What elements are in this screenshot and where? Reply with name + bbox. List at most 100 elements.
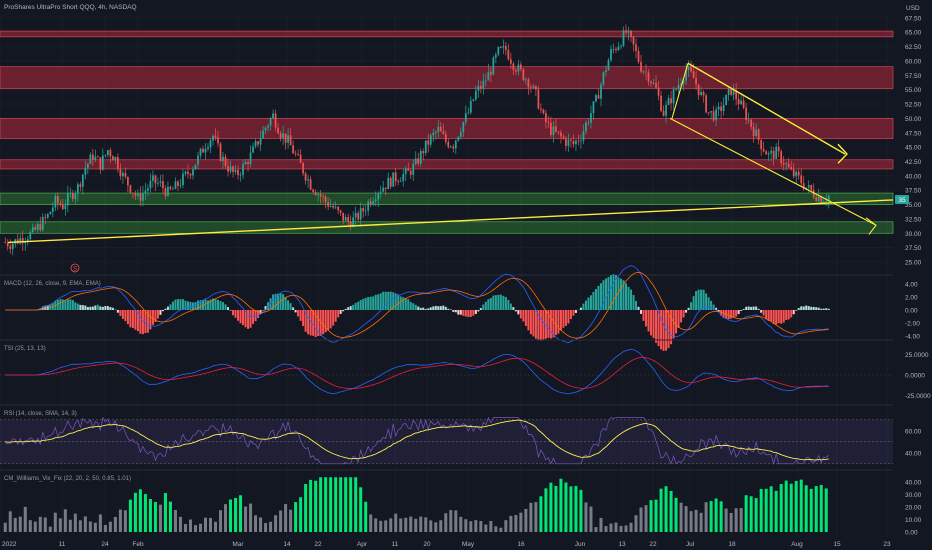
macd-histogram-bar xyxy=(146,310,149,333)
candle-body xyxy=(454,140,457,149)
candle-body xyxy=(104,154,107,156)
candle-body xyxy=(354,213,357,218)
macd-histogram-bar xyxy=(312,310,315,336)
candle-body xyxy=(722,104,725,111)
rsi-title: RSI (14, close, SMA, 14, 3) xyxy=(4,411,77,417)
macd-pane[interactable]: 4.00 2.00 0.00 -2.00 -4.00 xyxy=(0,265,920,351)
price-axis[interactable]: 67.50 65.00 62.50 60.00 57.50 55.00 52.50 50.00… xyxy=(905,15,922,266)
rsi-pane[interactable]: 60.00 40.00 xyxy=(0,404,922,465)
candle-body xyxy=(680,83,682,85)
wvf-bar xyxy=(609,523,613,532)
candle-body xyxy=(507,49,510,60)
candle-body xyxy=(352,217,355,227)
macd-histogram-bar xyxy=(247,310,250,329)
candle-body xyxy=(527,79,530,88)
macd-histogram-bar xyxy=(582,303,585,310)
wvf-bar xyxy=(459,516,463,532)
wvf-bar xyxy=(309,479,313,532)
candle-body xyxy=(91,154,94,161)
wvf-bar xyxy=(774,490,778,532)
candle-body xyxy=(807,185,810,188)
macd-histogram-bar xyxy=(217,299,220,310)
macd-histogram-bar xyxy=(156,310,159,319)
candle-body xyxy=(482,80,485,89)
candle-body xyxy=(517,64,520,72)
wvf-pane[interactable]: 40.00 30.00 20.00 10.00 0.00 xyxy=(0,469,922,537)
candle-body xyxy=(437,126,440,132)
event-badge[interactable]: S xyxy=(70,263,80,273)
wvf-bar xyxy=(559,478,563,532)
macd-histogram-bar xyxy=(91,306,94,310)
macd-histogram-bar xyxy=(176,299,179,310)
candle-body xyxy=(730,88,733,95)
macd-histogram-bar xyxy=(547,310,550,338)
wvf-bar xyxy=(469,521,473,532)
candle-body xyxy=(745,107,748,120)
candle-body xyxy=(459,132,462,137)
candle-body xyxy=(612,48,615,50)
tsi-pane[interactable]: 25.0000 0.0000 -25.0000 xyxy=(0,339,931,400)
time-tick-label: Mar xyxy=(232,541,244,548)
candle-body xyxy=(462,122,465,133)
candle-body xyxy=(39,224,42,230)
candle-body xyxy=(665,104,667,116)
candle-body xyxy=(252,146,254,153)
candle-body xyxy=(202,148,204,153)
candle-body xyxy=(34,227,37,230)
candle-body xyxy=(284,133,287,143)
macd-histogram-bar xyxy=(154,310,157,323)
macd-histogram-bar xyxy=(199,300,202,310)
macd-histogram-bar xyxy=(64,300,67,310)
candle-body xyxy=(525,79,527,81)
macd-histogram-bar xyxy=(695,291,698,310)
wvf-bar xyxy=(168,501,172,532)
rising-support-trendline xyxy=(7,199,894,244)
candlestick-series[interactable] xyxy=(4,24,830,256)
wvf-bar xyxy=(304,484,308,532)
wvf-bar xyxy=(274,515,278,532)
macd-histogram-bar xyxy=(139,310,142,334)
candle-body xyxy=(187,171,189,175)
wvf-bar xyxy=(439,520,443,532)
macd-histogram-bar xyxy=(579,307,582,310)
macd-histogram-bar xyxy=(517,310,520,315)
candle-body xyxy=(179,184,182,186)
wvf-bar xyxy=(409,516,413,532)
macd-histogram-bar xyxy=(544,310,547,339)
candle-body xyxy=(304,173,307,181)
wvf-bar xyxy=(329,477,333,532)
macd-histogram-bar xyxy=(767,310,770,321)
macd-histogram-bar xyxy=(337,310,340,318)
macd-histogram-bar xyxy=(237,310,240,321)
time-axis[interactable]: 2022 11 24 Feb Mar 14 22 Apr 11 20 May 16 Jun 13 22 Jul… xyxy=(2,541,891,548)
candle-body xyxy=(597,95,600,99)
macd-signal-line xyxy=(5,271,829,339)
candle-body xyxy=(327,202,330,207)
time-tick-label: 22 xyxy=(649,541,657,548)
wvf-bar xyxy=(799,479,803,532)
candle-body xyxy=(96,156,99,158)
macd-histogram-bar xyxy=(527,310,530,331)
macd-histogram-bar xyxy=(56,299,59,310)
candle-body xyxy=(817,196,820,202)
candle-body xyxy=(467,112,470,114)
macd-histogram-bar xyxy=(329,310,332,329)
macd-histogram-bar xyxy=(327,310,330,331)
price-badge[interactable]: 35 xyxy=(895,195,909,204)
candle-body xyxy=(662,110,665,116)
candle-body xyxy=(434,131,437,134)
candle-body xyxy=(655,82,657,88)
macd-histogram-bar xyxy=(314,310,317,338)
wvf-bar xyxy=(529,502,533,532)
macd-histogram-bar xyxy=(101,306,104,310)
wvf-bar xyxy=(123,510,127,532)
macd-histogram-bar xyxy=(584,300,587,310)
wvf-bar xyxy=(249,503,253,532)
macd-histogram-bar xyxy=(309,310,312,336)
macd-histogram-bar xyxy=(204,299,207,310)
candle-body xyxy=(775,146,778,159)
tsi-tick-label: 25.0000 xyxy=(905,352,929,359)
candle-body xyxy=(114,157,117,161)
wvf-bar xyxy=(23,506,27,532)
